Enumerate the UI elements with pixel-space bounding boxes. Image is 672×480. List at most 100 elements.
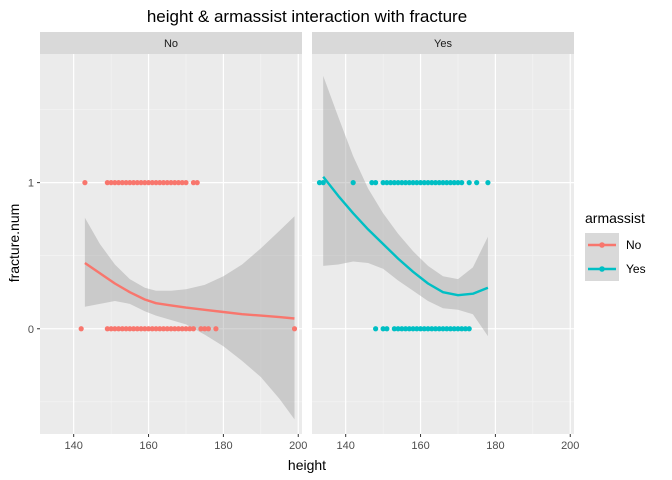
data-point xyxy=(127,180,133,186)
legend-key-point xyxy=(599,266,605,272)
data-point xyxy=(145,180,152,186)
data-point xyxy=(190,180,197,186)
data-point xyxy=(160,326,167,332)
data-point xyxy=(112,180,118,186)
data-point xyxy=(462,326,469,332)
legend: armassist No Yes xyxy=(585,210,646,281)
data-point xyxy=(205,326,212,332)
data-point xyxy=(380,180,386,186)
data-point xyxy=(179,326,185,332)
data-point xyxy=(350,180,356,186)
data-point xyxy=(402,180,409,186)
data-point xyxy=(78,326,84,332)
data-point xyxy=(447,180,454,186)
data-point xyxy=(168,180,174,186)
panel-background xyxy=(40,54,302,434)
data-point xyxy=(142,180,148,186)
data-point xyxy=(436,180,442,186)
data-point xyxy=(172,180,178,186)
data-point xyxy=(138,326,144,332)
data-point xyxy=(291,326,298,332)
panels-layer: No 140 160 180 200 Yes 140 160 180 200 0 1 xyxy=(28,32,579,452)
data-point xyxy=(202,326,208,332)
data-point xyxy=(399,180,405,186)
data-point xyxy=(406,180,412,186)
data-point xyxy=(157,180,163,186)
data-point xyxy=(440,180,446,186)
confidence-band xyxy=(84,216,295,420)
data-point xyxy=(104,326,110,332)
x-tick-label: 200 xyxy=(289,440,307,452)
data-point xyxy=(149,326,155,332)
data-point xyxy=(421,180,427,186)
data-point xyxy=(168,326,174,332)
data-point xyxy=(123,180,129,186)
data-point xyxy=(429,326,435,332)
data-point xyxy=(391,326,397,332)
data-point xyxy=(145,326,152,332)
data-point xyxy=(391,180,397,186)
x-tick-label: 160 xyxy=(139,440,157,452)
data-point xyxy=(440,326,446,332)
y-tick-label: 0 xyxy=(28,324,34,336)
data-point xyxy=(466,180,472,186)
data-point xyxy=(142,326,148,332)
facet-strip xyxy=(40,32,302,54)
data-point xyxy=(451,180,457,186)
data-point xyxy=(153,326,159,332)
data-point xyxy=(395,180,401,186)
x-tick-label: 180 xyxy=(486,440,504,452)
data-point xyxy=(190,326,197,332)
data-point xyxy=(384,180,390,186)
data-point xyxy=(183,180,189,186)
data-point xyxy=(410,180,416,186)
data-point xyxy=(451,326,457,332)
data-point xyxy=(444,326,450,332)
data-point xyxy=(179,180,185,186)
data-point xyxy=(384,326,390,332)
data-point xyxy=(444,180,450,186)
smooth-line xyxy=(322,176,489,297)
data-point xyxy=(425,326,431,332)
y-tick-label: 1 xyxy=(28,178,34,190)
data-point xyxy=(402,326,409,332)
data-point xyxy=(395,326,401,332)
smooth-line xyxy=(84,262,295,320)
data-point xyxy=(153,180,159,186)
data-point xyxy=(369,180,375,186)
data-point xyxy=(130,180,137,186)
data-point xyxy=(119,180,125,186)
data-point xyxy=(82,180,88,186)
data-point xyxy=(459,326,465,332)
chart-title: height & armassist interaction with frac… xyxy=(147,7,467,26)
data-point xyxy=(320,180,326,186)
data-point xyxy=(108,180,114,186)
data-point xyxy=(175,180,182,186)
data-point xyxy=(187,326,193,332)
data-point xyxy=(119,326,125,332)
data-point xyxy=(447,326,454,332)
data-point xyxy=(466,326,472,332)
data-point xyxy=(134,180,140,186)
data-point xyxy=(134,326,140,332)
data-point xyxy=(417,326,424,332)
x-tick-label: 200 xyxy=(561,440,579,452)
panel-background xyxy=(312,54,574,434)
data-point xyxy=(160,180,167,186)
x-tick-label: 140 xyxy=(65,440,83,452)
data-point xyxy=(459,180,465,186)
data-point xyxy=(432,326,439,332)
legend-item-no: No xyxy=(585,233,642,257)
data-point xyxy=(198,326,204,332)
data-point xyxy=(104,180,110,186)
data-point xyxy=(123,326,129,332)
data-point xyxy=(373,180,379,186)
data-point xyxy=(432,180,439,186)
legend-item-yes: Yes xyxy=(585,257,646,281)
y-axis-title: fracture.num xyxy=(6,204,22,283)
data-point xyxy=(485,180,491,186)
data-point xyxy=(373,326,379,332)
data-point xyxy=(130,326,137,332)
data-point xyxy=(138,180,144,186)
